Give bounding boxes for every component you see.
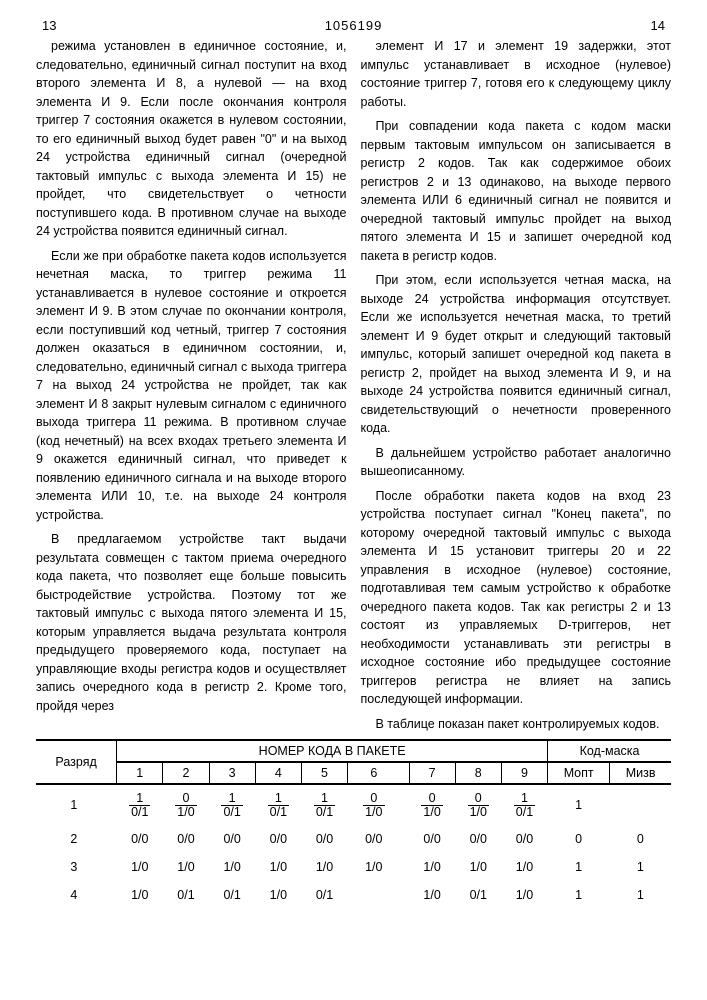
cell-mizv [610,784,671,825]
th-c5: 5 [301,762,347,784]
cell: 1/0 [209,853,255,881]
page-num-right: 14 [651,18,665,33]
cell-mopt: 1 [548,784,610,825]
th-c2: 2 [163,762,209,784]
cell: 1/0 [501,853,547,881]
cell: 0/1 [455,881,501,909]
cell: 1/0 [255,881,301,909]
cell: 1/0 [501,881,547,909]
left-p3: В предлагаемом устройстве такт выдачи ре… [36,530,347,715]
cell-mizv: 1 [610,881,671,909]
left-p1: режима установлен в единичное состояние,… [36,37,347,241]
cell: 1/0 [255,853,301,881]
right-p4: В дальнейшем устройство работает аналоги… [361,444,672,481]
cell: 0/0 [348,825,409,853]
cell: 0/0 [409,825,455,853]
table-row: 41/00/10/11/00/11/00/11/011 [36,881,671,909]
cell: 01/0 [163,784,209,825]
th-mask: Код-маска [548,740,671,762]
th-c6: 6 [348,762,409,784]
cell: 10/1 [209,784,255,825]
cell-mizv: 0 [610,825,671,853]
th-razryad: Разряд [36,740,117,784]
table-row: 110/101/010/110/110/101/001/001/010/11 [36,784,671,825]
th-c3: 3 [209,762,255,784]
left-column: режима установлен в единичное состояние,… [36,37,347,739]
th-mopt: Mопт [548,762,610,784]
cell: 0/0 [301,825,347,853]
th-c8: 8 [455,762,501,784]
codes-table: Разряд НОМЕР КОДА В ПАКЕТЕ Код-маска 1 2… [36,739,671,909]
cell [348,881,409,909]
th-mizv: Mизв [610,762,671,784]
cell: 10/1 [301,784,347,825]
cell: 1/0 [409,853,455,881]
codes-body: 110/101/010/110/110/101/001/001/010/1120… [36,784,671,909]
right-p2: При совпадении кода пакета с кодом маски… [361,117,672,265]
right-p6: В таблице показан пакет контролируемых к… [361,715,672,734]
cell: 0/0 [501,825,547,853]
row-label: 3 [36,853,117,881]
cell: 1/0 [455,853,501,881]
th-nomer: НОМЕР КОДА В ПАКЕТЕ [117,740,548,762]
cell: 0/0 [455,825,501,853]
table-row: 31/01/01/01/01/01/01/01/01/011 [36,853,671,881]
cell: 0/0 [209,825,255,853]
cell: 10/1 [501,784,547,825]
cell: 0/1 [301,881,347,909]
row-label: 2 [36,825,117,853]
right-p3: При этом, если используется четная маска… [361,271,672,438]
cell-mopt: 1 [548,853,610,881]
cell: 1/0 [117,881,163,909]
cell: 1/0 [301,853,347,881]
left-p2: Если же при обработке пакета кодов испол… [36,247,347,525]
cell: 0/1 [163,881,209,909]
th-c9: 9 [501,762,547,784]
cell-mizv: 1 [610,853,671,881]
cell: 1/0 [163,853,209,881]
cell: 1/0 [117,853,163,881]
cell: 0/0 [163,825,209,853]
text-columns: режима установлен в единичное состояние,… [36,37,671,739]
cell: 10/1 [117,784,163,825]
cell: 0/1 [209,881,255,909]
right-p5: После обработки пакета кодов на вход 23 … [361,487,672,709]
cell: 01/0 [409,784,455,825]
cell: 01/0 [455,784,501,825]
cell: 1/0 [348,853,409,881]
row-label: 4 [36,881,117,909]
cell: 10/1 [255,784,301,825]
right-p1: элемент И 17 и элемент 19 задержки, этот… [361,37,672,111]
page: 13 1056199 14 режима установлен в единич… [0,0,707,1000]
row-label: 1 [36,784,117,825]
page-num-left: 13 [42,18,56,33]
cell: 0/0 [117,825,163,853]
th-c7: 7 [409,762,455,784]
th-c4: 4 [255,762,301,784]
cell: 1/0 [409,881,455,909]
cell: 0/0 [255,825,301,853]
doc-number: 1056199 [325,18,383,33]
right-column: элемент И 17 и элемент 19 задержки, этот… [361,37,672,739]
cell: 01/0 [348,784,409,825]
table-row: 20/00/00/00/00/00/00/00/00/000 [36,825,671,853]
cell-mopt: 1 [548,881,610,909]
th-c1: 1 [117,762,163,784]
cell-mopt: 0 [548,825,610,853]
page-header: 13 1056199 14 [36,18,671,37]
